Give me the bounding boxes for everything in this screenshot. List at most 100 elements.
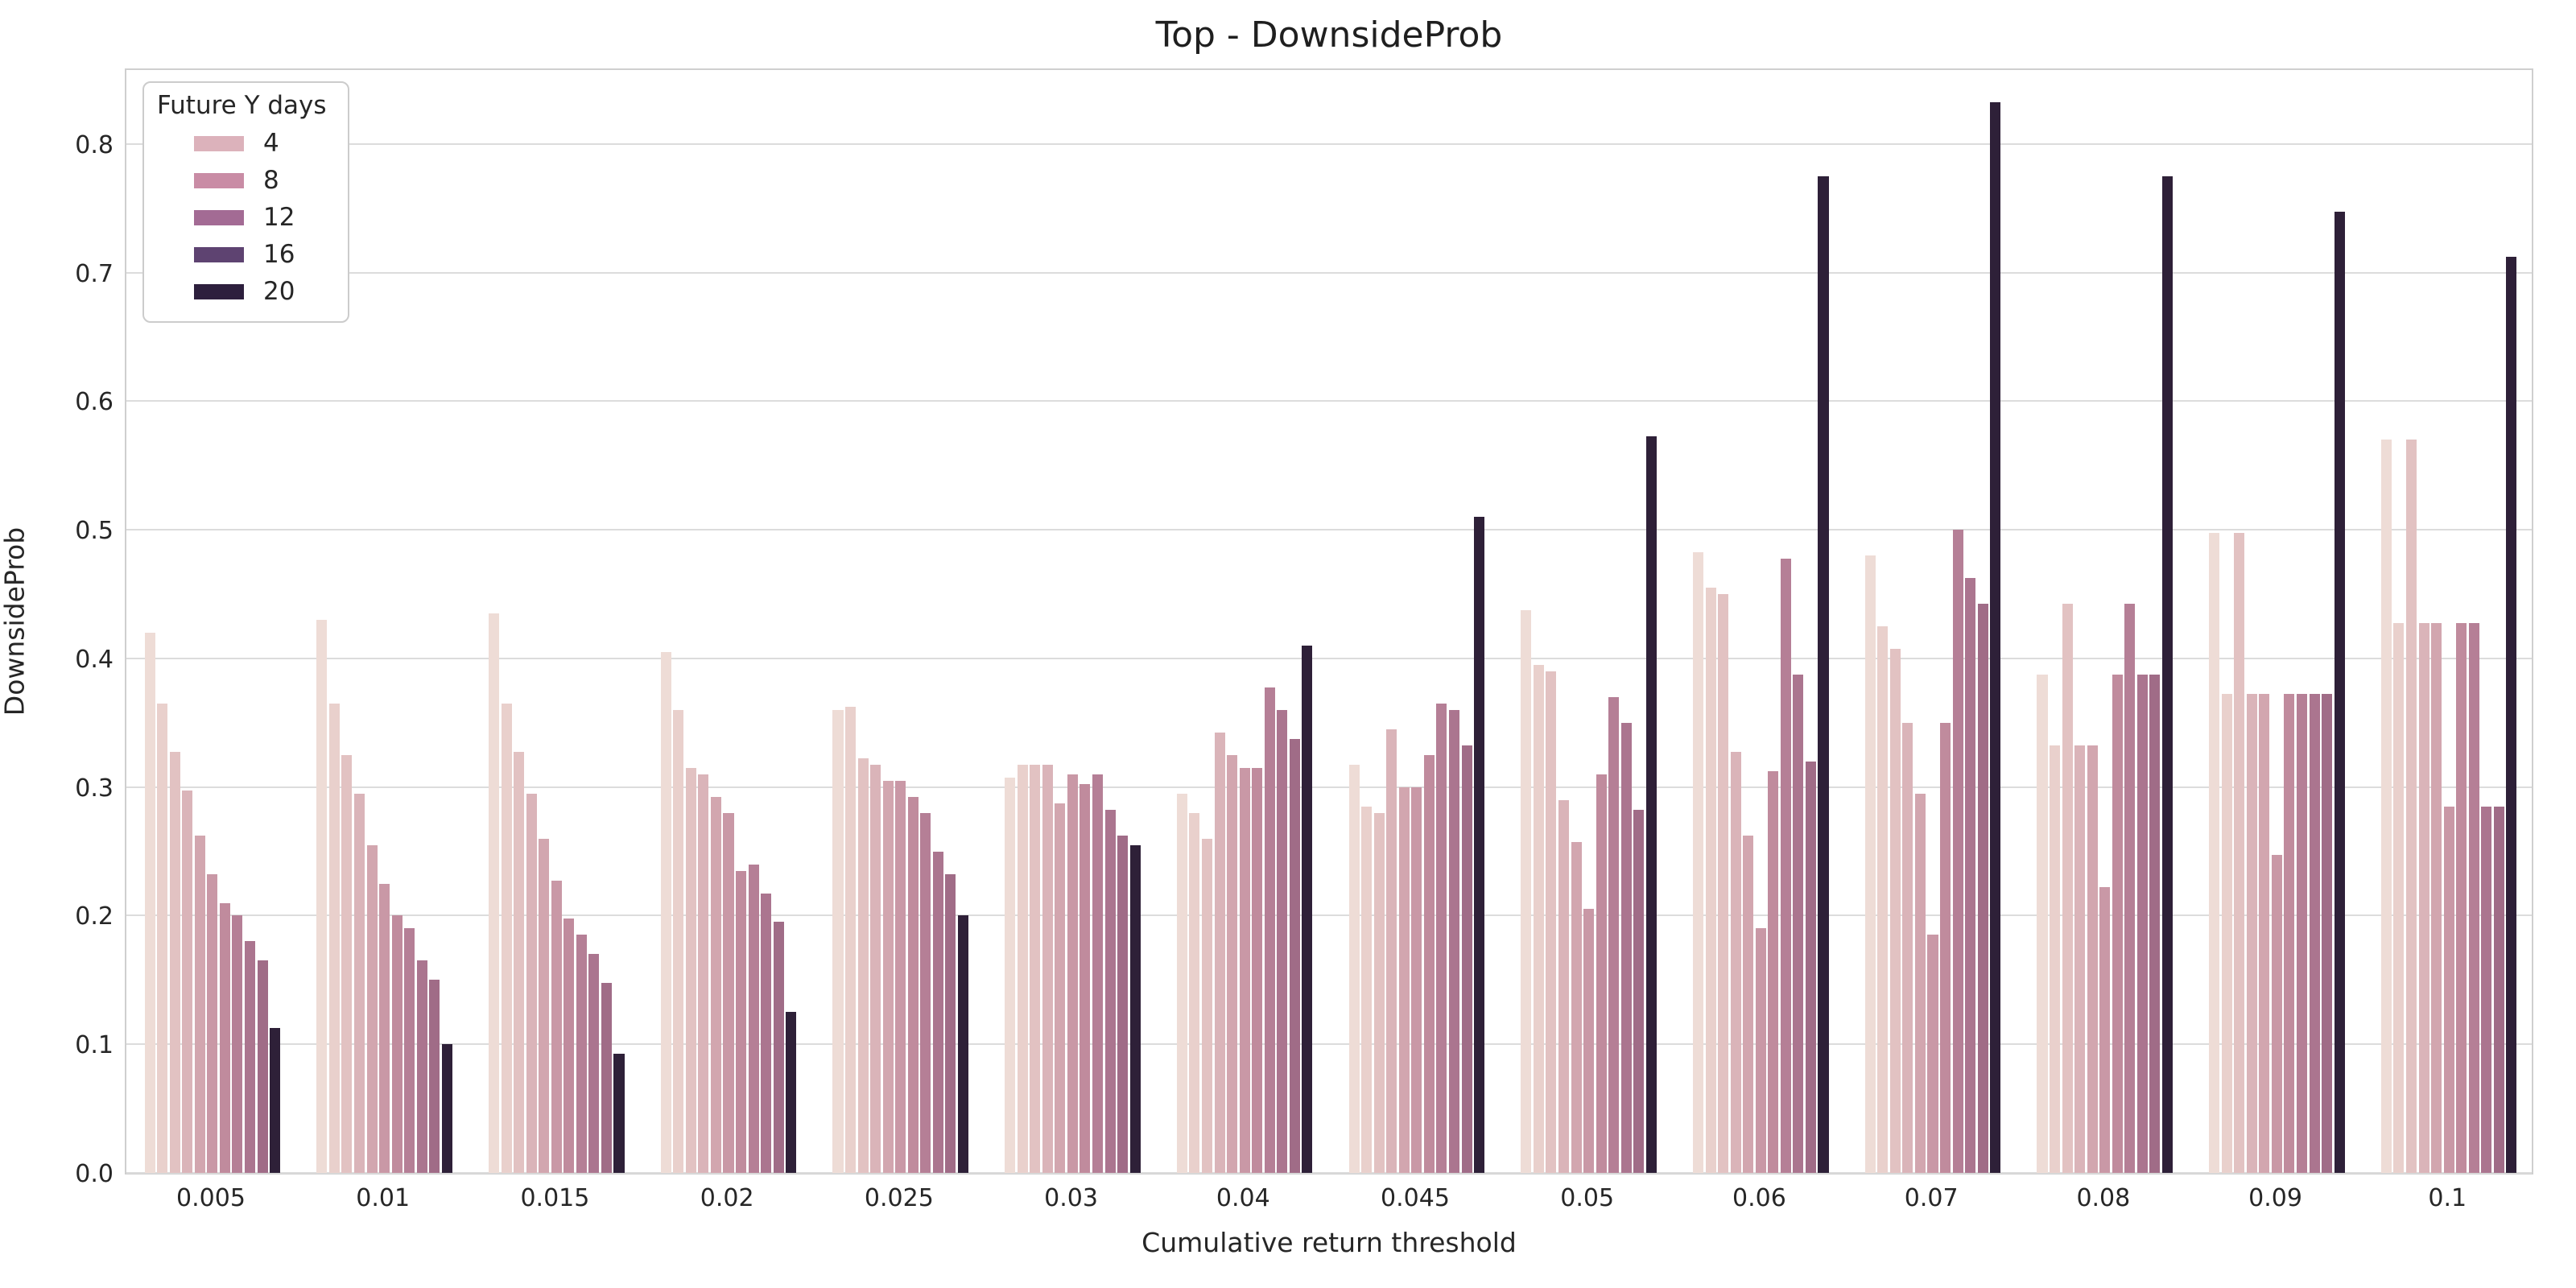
bar — [244, 941, 255, 1173]
bar — [1373, 812, 1385, 1173]
bar — [2062, 604, 2073, 1173]
bar — [2309, 693, 2320, 1173]
y-tick-label: 0.7 — [75, 259, 114, 288]
bar — [1990, 101, 2001, 1173]
bar — [723, 812, 734, 1173]
bar — [845, 706, 857, 1173]
bar — [748, 864, 759, 1173]
bar — [957, 915, 968, 1173]
bar — [1214, 732, 1225, 1173]
bar — [1348, 764, 1360, 1173]
gridline — [126, 786, 2532, 788]
legend-title: Future Y days — [157, 91, 327, 120]
x-tick-label: 0.03 — [1044, 1184, 1098, 1212]
bar — [588, 954, 600, 1173]
legend-label: 4 — [263, 129, 279, 158]
gridline — [126, 271, 2532, 274]
bar — [501, 703, 512, 1173]
bar — [1239, 767, 1250, 1173]
gridline — [126, 657, 2532, 659]
bar — [316, 620, 328, 1173]
legend-row: 20 — [157, 273, 327, 310]
y-tick-label: 0.5 — [75, 517, 114, 546]
bar — [895, 780, 906, 1173]
y-tick-label: 0.4 — [75, 645, 114, 674]
x-tick-label: 0.05 — [1560, 1184, 1615, 1212]
bar — [1730, 751, 1741, 1173]
y-tick-label: 0.0 — [75, 1160, 114, 1188]
bar — [2149, 674, 2161, 1173]
bar — [2037, 674, 2048, 1173]
y-tick-label: 0.1 — [75, 1031, 114, 1060]
bar — [1289, 738, 1300, 1173]
bar — [1264, 687, 1275, 1173]
bar — [1017, 764, 1028, 1173]
bar — [1227, 754, 1238, 1173]
x-tick-label: 0.005 — [176, 1184, 246, 1212]
bar — [613, 1054, 625, 1173]
bar — [144, 632, 155, 1173]
y-tick-label: 0.3 — [75, 774, 114, 803]
bar — [1361, 806, 1373, 1173]
bar — [736, 870, 747, 1173]
bar — [2209, 533, 2220, 1173]
x-tick-label: 0.08 — [2076, 1184, 2131, 1212]
bar — [2322, 693, 2333, 1173]
bar — [1117, 835, 1129, 1173]
x-tick-label: 0.1 — [2428, 1184, 2467, 1212]
bar — [551, 880, 562, 1173]
bar — [1927, 935, 1938, 1173]
bar — [1805, 761, 1816, 1173]
bar — [1864, 555, 1876, 1173]
bar — [2074, 745, 2086, 1173]
bar — [564, 919, 575, 1173]
legend-rows: 4 8 12 16 20 — [157, 125, 327, 310]
bar — [489, 613, 500, 1173]
legend-row: 4 — [157, 125, 327, 162]
bar — [157, 703, 168, 1173]
bar — [1977, 604, 1988, 1173]
chart-title: Top - DownsideProb — [1155, 14, 1503, 56]
x-tick-label: 0.09 — [2248, 1184, 2302, 1212]
bar — [1005, 777, 1016, 1173]
legend-label: 20 — [263, 277, 295, 306]
bar — [857, 758, 869, 1173]
bar — [2506, 256, 2517, 1173]
gridline — [126, 914, 2532, 917]
bar — [1583, 909, 1595, 1173]
bar — [526, 793, 537, 1173]
bar — [1474, 517, 1485, 1173]
bar — [773, 922, 784, 1173]
bar — [2481, 806, 2492, 1173]
gridline — [126, 400, 2532, 402]
gridline — [126, 1172, 2532, 1174]
bar — [601, 983, 612, 1173]
bar — [1398, 786, 1410, 1173]
bar — [698, 774, 709, 1173]
legend-label: 12 — [263, 203, 295, 232]
plot-area: Future Y days 4 8 12 16 20 — [125, 68, 2533, 1174]
bar — [882, 780, 894, 1173]
bar — [416, 960, 427, 1173]
bar — [1055, 803, 1066, 1173]
gridline — [126, 529, 2532, 531]
bar — [194, 835, 205, 1173]
legend-label: 16 — [263, 240, 295, 269]
bar — [2161, 175, 2173, 1173]
bar — [1436, 703, 1447, 1173]
legend-row: 16 — [157, 236, 327, 273]
bar — [1877, 626, 1889, 1173]
y-tick-label: 0.8 — [75, 130, 114, 159]
bar — [2234, 533, 2245, 1173]
bar — [1302, 645, 1313, 1173]
bar — [1620, 722, 1632, 1173]
bar — [1705, 588, 1716, 1173]
bar — [786, 1012, 797, 1173]
bar — [1277, 709, 1288, 1173]
x-tick-label: 0.04 — [1216, 1184, 1270, 1212]
bar — [2405, 440, 2417, 1173]
bar — [2112, 674, 2123, 1173]
bar — [2124, 604, 2136, 1173]
bar — [539, 838, 550, 1173]
bar — [366, 844, 378, 1173]
